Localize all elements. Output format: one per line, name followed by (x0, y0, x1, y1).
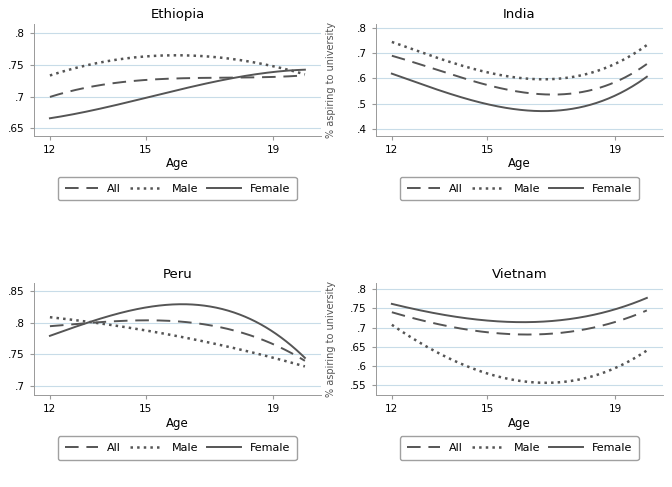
Title: India: India (503, 8, 536, 21)
Title: Peru: Peru (163, 268, 192, 281)
Legend: All, Male, Female: All, Male, Female (58, 436, 296, 460)
Y-axis label: % aspiring to university: % aspiring to university (327, 281, 337, 397)
Legend: All, Male, Female: All, Male, Female (400, 177, 638, 201)
X-axis label: Age: Age (508, 417, 531, 430)
Title: Vietnam: Vietnam (491, 268, 547, 281)
Legend: All, Male, Female: All, Male, Female (400, 436, 638, 460)
Title: Ethiopia: Ethiopia (151, 8, 204, 21)
Legend: All, Male, Female: All, Male, Female (58, 177, 296, 201)
X-axis label: Age: Age (166, 157, 189, 170)
X-axis label: Age: Age (508, 157, 531, 170)
Y-axis label: % aspiring to university: % aspiring to university (327, 22, 337, 138)
X-axis label: Age: Age (166, 417, 189, 430)
